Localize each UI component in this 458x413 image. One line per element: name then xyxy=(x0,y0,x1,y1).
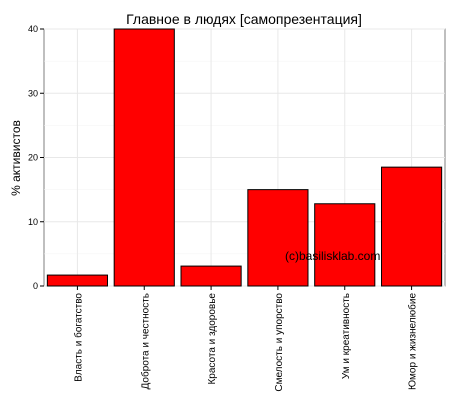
bar xyxy=(46,274,108,287)
y-tick-label: 40 xyxy=(28,24,38,34)
x-category-label: Доброта и честность xyxy=(139,293,151,389)
x-category-label: Смелость и упорство xyxy=(274,293,285,392)
bar xyxy=(113,28,175,287)
y-axis-label: % активистов xyxy=(9,120,23,196)
x-category-label: Ум и креативность xyxy=(341,293,352,379)
bar xyxy=(180,265,242,287)
x-category-label: Юмор и жизнелюбие xyxy=(407,293,419,390)
bar xyxy=(314,203,376,287)
y-tick-label: 10 xyxy=(28,217,38,227)
chart-title: Главное в людях [самопрезентация] xyxy=(126,11,362,27)
y-tick-label: 20 xyxy=(28,153,38,163)
watermark-annotation: (c)basilisklab.com xyxy=(285,249,380,263)
x-axis-ticks: Власть и богатство Доброта и честность Кра… xyxy=(72,286,419,392)
bars xyxy=(46,28,443,287)
grid-lines xyxy=(44,28,445,287)
y-axis-ticks: 0 10 20 30 40 xyxy=(28,24,44,291)
x-category-label: Красота и здоровье xyxy=(207,293,218,385)
y-tick-label: 0 xyxy=(33,281,38,291)
bar xyxy=(381,166,443,287)
y-tick-label: 30 xyxy=(28,88,38,98)
bar xyxy=(247,189,309,287)
x-category-label: Власть и богатство xyxy=(72,293,84,382)
